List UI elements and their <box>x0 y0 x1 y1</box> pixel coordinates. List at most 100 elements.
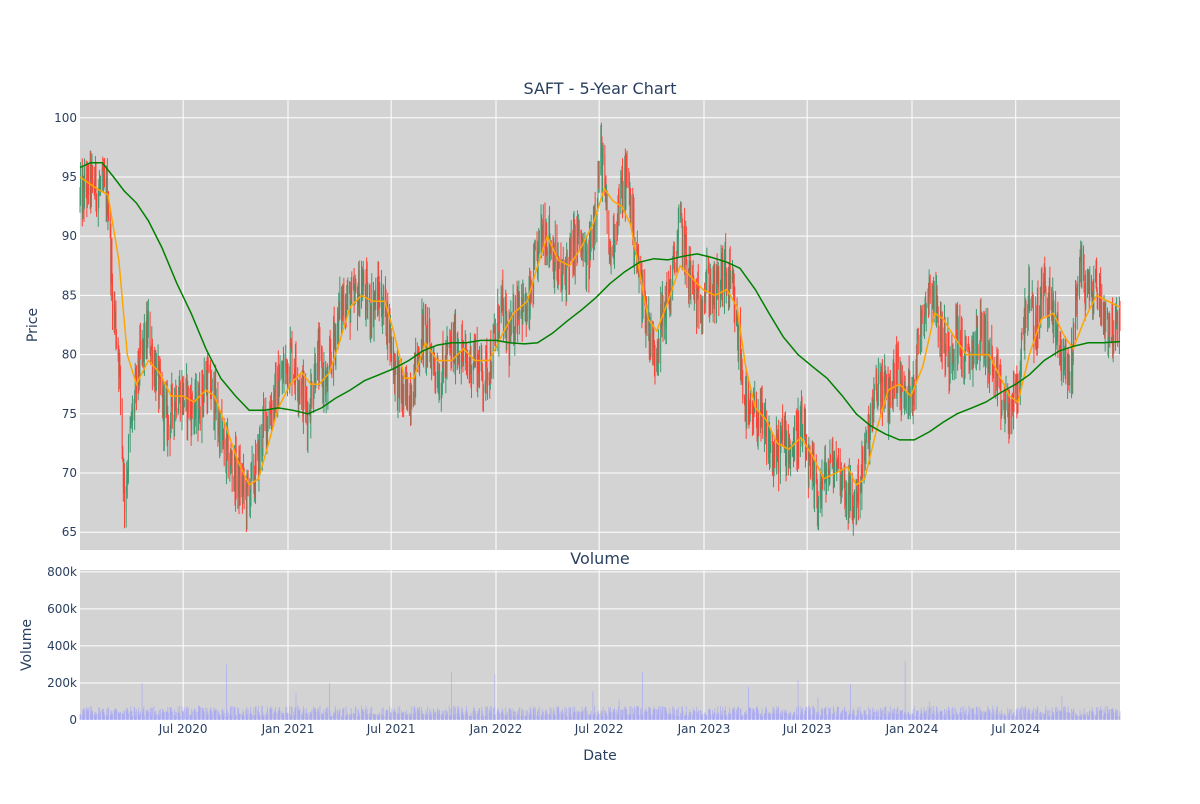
candle-body <box>573 228 575 230</box>
candle-body <box>486 351 488 386</box>
candle-body <box>887 384 889 423</box>
candle-body <box>345 311 346 319</box>
candle-body <box>806 452 807 461</box>
candle-body <box>239 462 240 500</box>
candle-body <box>979 312 981 351</box>
candle-body <box>155 361 157 391</box>
candle-body <box>497 306 499 324</box>
candle-body <box>736 312 737 325</box>
candle-body <box>796 425 798 455</box>
candle-body <box>819 483 821 504</box>
candle-body <box>477 354 479 370</box>
candle-body <box>230 452 231 470</box>
candle-body <box>632 204 634 236</box>
candle-body <box>87 169 88 200</box>
candle-body <box>698 290 700 313</box>
candle-body <box>1035 315 1037 341</box>
candle-body <box>310 381 312 385</box>
candle-body <box>843 465 845 479</box>
candle-body <box>141 341 143 354</box>
candle-body <box>331 364 333 374</box>
candle-body <box>219 414 221 453</box>
candle-body <box>1107 309 1108 316</box>
candle-body <box>491 374 492 377</box>
candle-body <box>850 482 851 505</box>
candle-body <box>277 367 279 409</box>
candle-body <box>98 189 100 193</box>
candle-body <box>426 330 428 349</box>
candle-body <box>266 418 268 444</box>
candle-body <box>744 398 745 400</box>
candle-body <box>222 436 223 438</box>
candle-body <box>577 224 578 248</box>
candle-body <box>231 457 232 469</box>
candle-body <box>476 341 478 386</box>
candle-body <box>705 283 707 289</box>
candle-body <box>1060 353 1062 375</box>
candle-body <box>1080 256 1082 288</box>
candle-body <box>399 380 401 401</box>
candle-body <box>214 423 215 425</box>
candle-body <box>506 323 508 338</box>
volume-x-axis-label: Date <box>583 748 616 764</box>
candle-body <box>658 341 659 358</box>
candle-body <box>1115 321 1117 326</box>
candle-body <box>866 431 867 438</box>
candle-body <box>749 402 751 422</box>
candle-body <box>969 359 970 365</box>
candle-body <box>744 399 746 409</box>
candle-body <box>289 376 291 386</box>
candle-body <box>84 174 85 207</box>
candle-body <box>920 320 922 335</box>
candle-body <box>1087 281 1088 283</box>
candle-body <box>586 253 588 287</box>
volume-x-tick-label: Jul 2022 <box>574 722 624 736</box>
candle-body <box>684 226 686 267</box>
candle-body <box>504 305 506 336</box>
candle-body <box>612 217 614 255</box>
candle-body <box>536 246 538 251</box>
candle-body <box>102 170 104 185</box>
candle-body <box>337 315 339 343</box>
candle-body <box>861 449 863 493</box>
candle-body <box>915 362 917 395</box>
candle-body <box>445 352 447 378</box>
candle-body <box>682 226 684 258</box>
candle-body <box>644 290 646 330</box>
candle-body <box>87 169 89 171</box>
candle-body <box>1087 281 1089 292</box>
candle-body <box>358 270 360 299</box>
candle-body <box>98 183 100 190</box>
candle-body <box>1056 330 1058 332</box>
candle-body <box>251 460 253 467</box>
candle-body <box>346 295 348 313</box>
candle-body <box>347 285 349 299</box>
candle-body <box>787 431 789 462</box>
candle-body <box>1040 281 1042 294</box>
candle-body <box>852 509 854 517</box>
candle-body <box>738 325 740 360</box>
candle-body <box>618 198 620 208</box>
candle-body <box>237 478 239 491</box>
candle-body <box>907 395 909 404</box>
candle-body <box>106 175 108 209</box>
candle-body <box>582 242 584 261</box>
candle-body <box>1084 290 1086 307</box>
candle-body <box>987 321 989 370</box>
candle-body <box>397 363 399 407</box>
candle-body <box>704 295 706 302</box>
candle-body <box>577 224 579 236</box>
candle-body <box>785 426 786 448</box>
candle-body <box>884 370 886 377</box>
candle-body <box>502 287 504 304</box>
candle-body <box>845 498 847 505</box>
candle-body <box>131 412 133 422</box>
candle-body <box>837 455 839 460</box>
candle-body <box>461 339 463 356</box>
candle-body <box>838 455 839 459</box>
candle-body <box>1095 262 1097 274</box>
candle-body <box>436 371 438 382</box>
candle-body <box>1075 285 1076 328</box>
candle-body <box>534 246 536 250</box>
candle-body <box>566 252 568 264</box>
